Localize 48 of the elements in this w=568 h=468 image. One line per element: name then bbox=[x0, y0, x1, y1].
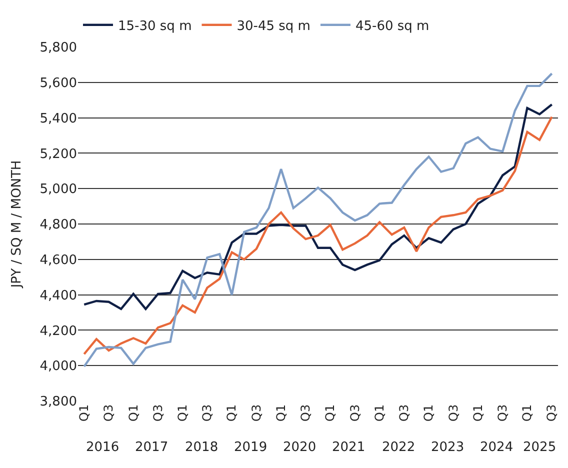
x-tick-label: Q1 bbox=[224, 404, 239, 422]
x-tick-label: Q1 bbox=[470, 404, 485, 422]
y-tick-label: 4,400 bbox=[40, 288, 77, 304]
line-series bbox=[83, 103, 553, 310]
x-tick-label: Q1 bbox=[176, 404, 190, 422]
text: 2024 bbox=[480, 440, 514, 455]
x-tick-label: Q1 bbox=[422, 404, 436, 422]
text: 2025 bbox=[523, 440, 556, 455]
y-tick-label: 3,800 bbox=[40, 394, 77, 410]
y-tick-label: 4,600 bbox=[40, 252, 77, 268]
text: 2017 bbox=[135, 440, 168, 455]
y-tick-label: 5,200 bbox=[40, 146, 77, 162]
y-tick-label: 4,200 bbox=[40, 324, 77, 339]
x-tick-label: Q3 bbox=[200, 404, 214, 422]
y-tick-label: 5,800 bbox=[40, 40, 77, 56]
x-tick-label: Q1 bbox=[372, 404, 386, 422]
text: 2022 bbox=[382, 440, 416, 455]
x-tick-label: Q3 bbox=[397, 404, 412, 422]
x-tick-label: Q1 bbox=[77, 404, 92, 422]
y-tick-label: 5,000 bbox=[40, 182, 77, 198]
x-tick-label: Q3 bbox=[544, 404, 559, 422]
text: 2023 bbox=[431, 440, 464, 455]
text: 2021 bbox=[332, 440, 366, 455]
x-tick-label: Q1 bbox=[274, 404, 288, 422]
text: 2016 bbox=[86, 440, 120, 455]
x-tick-label: Q3 bbox=[298, 404, 313, 422]
x-tick-label: Q3 bbox=[446, 404, 460, 422]
legend-label: 15-30 sq m bbox=[118, 18, 192, 34]
x-tick-label: Q1 bbox=[520, 404, 534, 422]
line-series bbox=[83, 72, 553, 368]
x-tick-label: Q1 bbox=[323, 404, 338, 422]
y-tick-label: 4,000 bbox=[40, 359, 77, 374]
x-tick-label: Q3 bbox=[348, 404, 362, 422]
x-tick-label: Q3 bbox=[249, 404, 264, 422]
text: 2018 bbox=[185, 440, 218, 455]
x-tick-label: Q3 bbox=[496, 404, 510, 422]
x-tick-label: Q1 bbox=[126, 404, 140, 422]
text: 2019 bbox=[234, 440, 268, 455]
y-tick-label: 5,600 bbox=[40, 76, 77, 91]
y-axis-title: JPY / SQ M / MONTH bbox=[10, 160, 25, 289]
x-tick-label: Q3 bbox=[150, 404, 165, 422]
text: 2020 bbox=[283, 440, 316, 455]
y-tick-label: 5,400 bbox=[40, 111, 77, 126]
legend-label: 30-45 sq m bbox=[236, 18, 310, 34]
legend-label: 45-60 sq m bbox=[355, 18, 430, 34]
y-tick-label: 4,800 bbox=[40, 218, 77, 233]
x-tick-label: Q3 bbox=[102, 404, 116, 422]
line-series bbox=[83, 116, 553, 356]
